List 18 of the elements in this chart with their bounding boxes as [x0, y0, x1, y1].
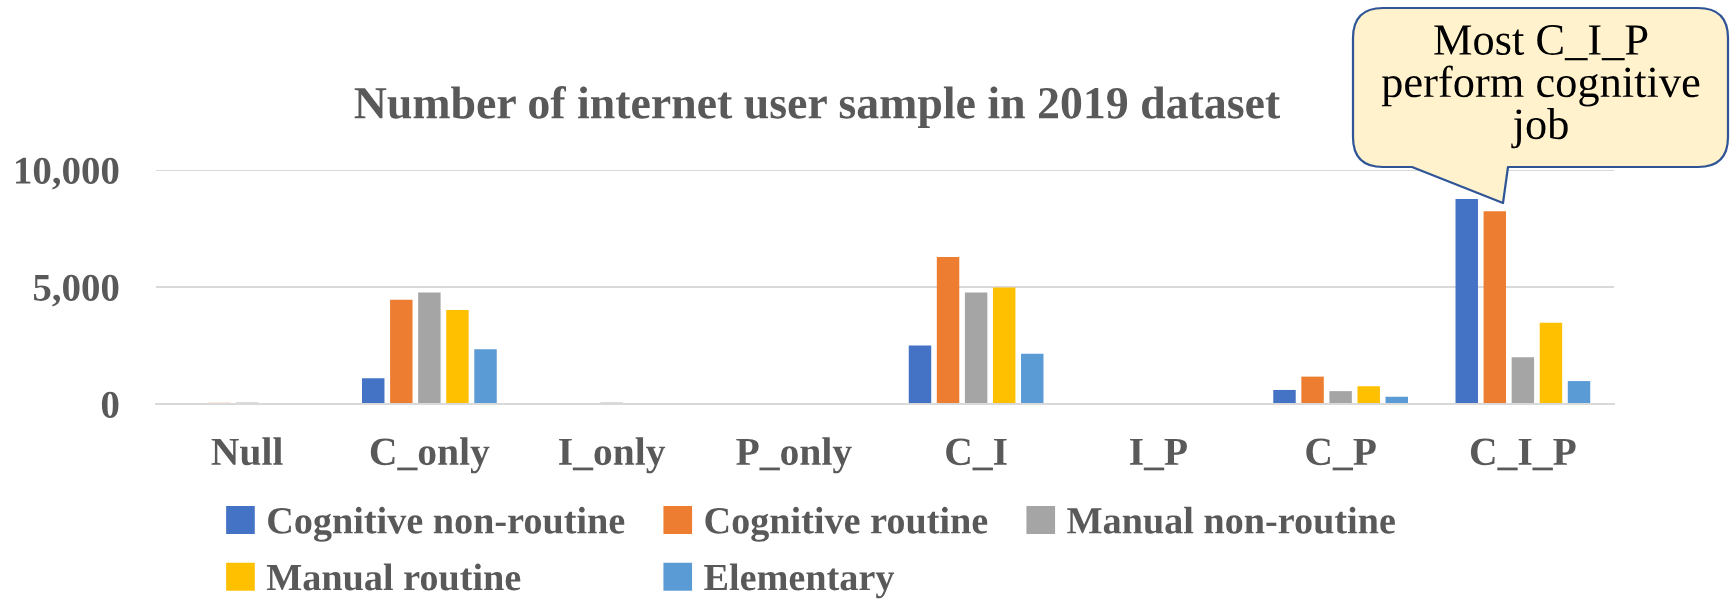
- x-tick-label: C_P: [1306, 438, 1376, 471]
- x-tick-label: I_P: [1130, 438, 1187, 471]
- legend-label: Manual routine: [266, 563, 521, 591]
- y-tick-label: 5,000: [33, 274, 119, 307]
- x-tick-label: P_only: [736, 437, 852, 474]
- legend-label: Elementary: [704, 563, 895, 599]
- x-tick-label: C_I: [946, 438, 1007, 471]
- x-tick-label: I_only: [559, 437, 666, 474]
- y-tick-label: 10,000: [16, 157, 119, 190]
- legend-label: Cognitive routine: [705, 506, 988, 542]
- x-tick-label: Null: [211, 437, 283, 466]
- legend-label: Manual non-routine: [1067, 506, 1395, 534]
- y-tick-label: 0: [101, 391, 119, 418]
- x-tick-label: C_only: [370, 437, 490, 474]
- text: Most C_I_P perform cognitive job: [1381, 25, 1700, 149]
- chart-title: Number of internet user sample in 2019 dataset: [354, 85, 1281, 129]
- x-tick-label: C_I_P: [1470, 438, 1576, 471]
- legend-label: Cognitive non-routine: [268, 506, 625, 542]
